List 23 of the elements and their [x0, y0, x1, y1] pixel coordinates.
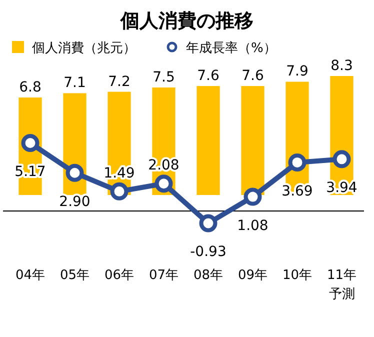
- chart-title: 個人消費の推移: [120, 10, 254, 32]
- data-label: 2.90: [59, 194, 90, 210]
- legend-label: 年成長率（%）: [186, 40, 276, 56]
- data-label: 7.6: [242, 68, 264, 84]
- x-tick-label: 09年: [238, 268, 268, 283]
- data-label: 7.1: [64, 75, 86, 92]
- x-tick-label: 07年: [148, 268, 179, 283]
- legend-label: 個人消費（兆元）: [32, 41, 136, 56]
- data-label: 7.6: [197, 68, 220, 84]
- x-tick-label: 06年: [104, 268, 134, 283]
- data-label: 6.8: [19, 80, 42, 96]
- data-label: 1.08: [237, 218, 268, 234]
- data-label: -0.93: [190, 244, 226, 260]
- x-tick-label: 05年: [60, 268, 90, 283]
- data-label: 8.3: [330, 58, 353, 74]
- data-label: 7.9: [286, 64, 308, 80]
- x-tick-label: 08年: [193, 268, 224, 283]
- x-tick-label: 11年予測: [326, 268, 357, 302]
- x-tick-label: 04年: [15, 268, 46, 283]
- x-tick-label: 10年: [282, 268, 312, 283]
- bar: [196, 86, 220, 195]
- data-label: 7.2: [108, 74, 130, 90]
- data-label: 7.5: [152, 69, 175, 86]
